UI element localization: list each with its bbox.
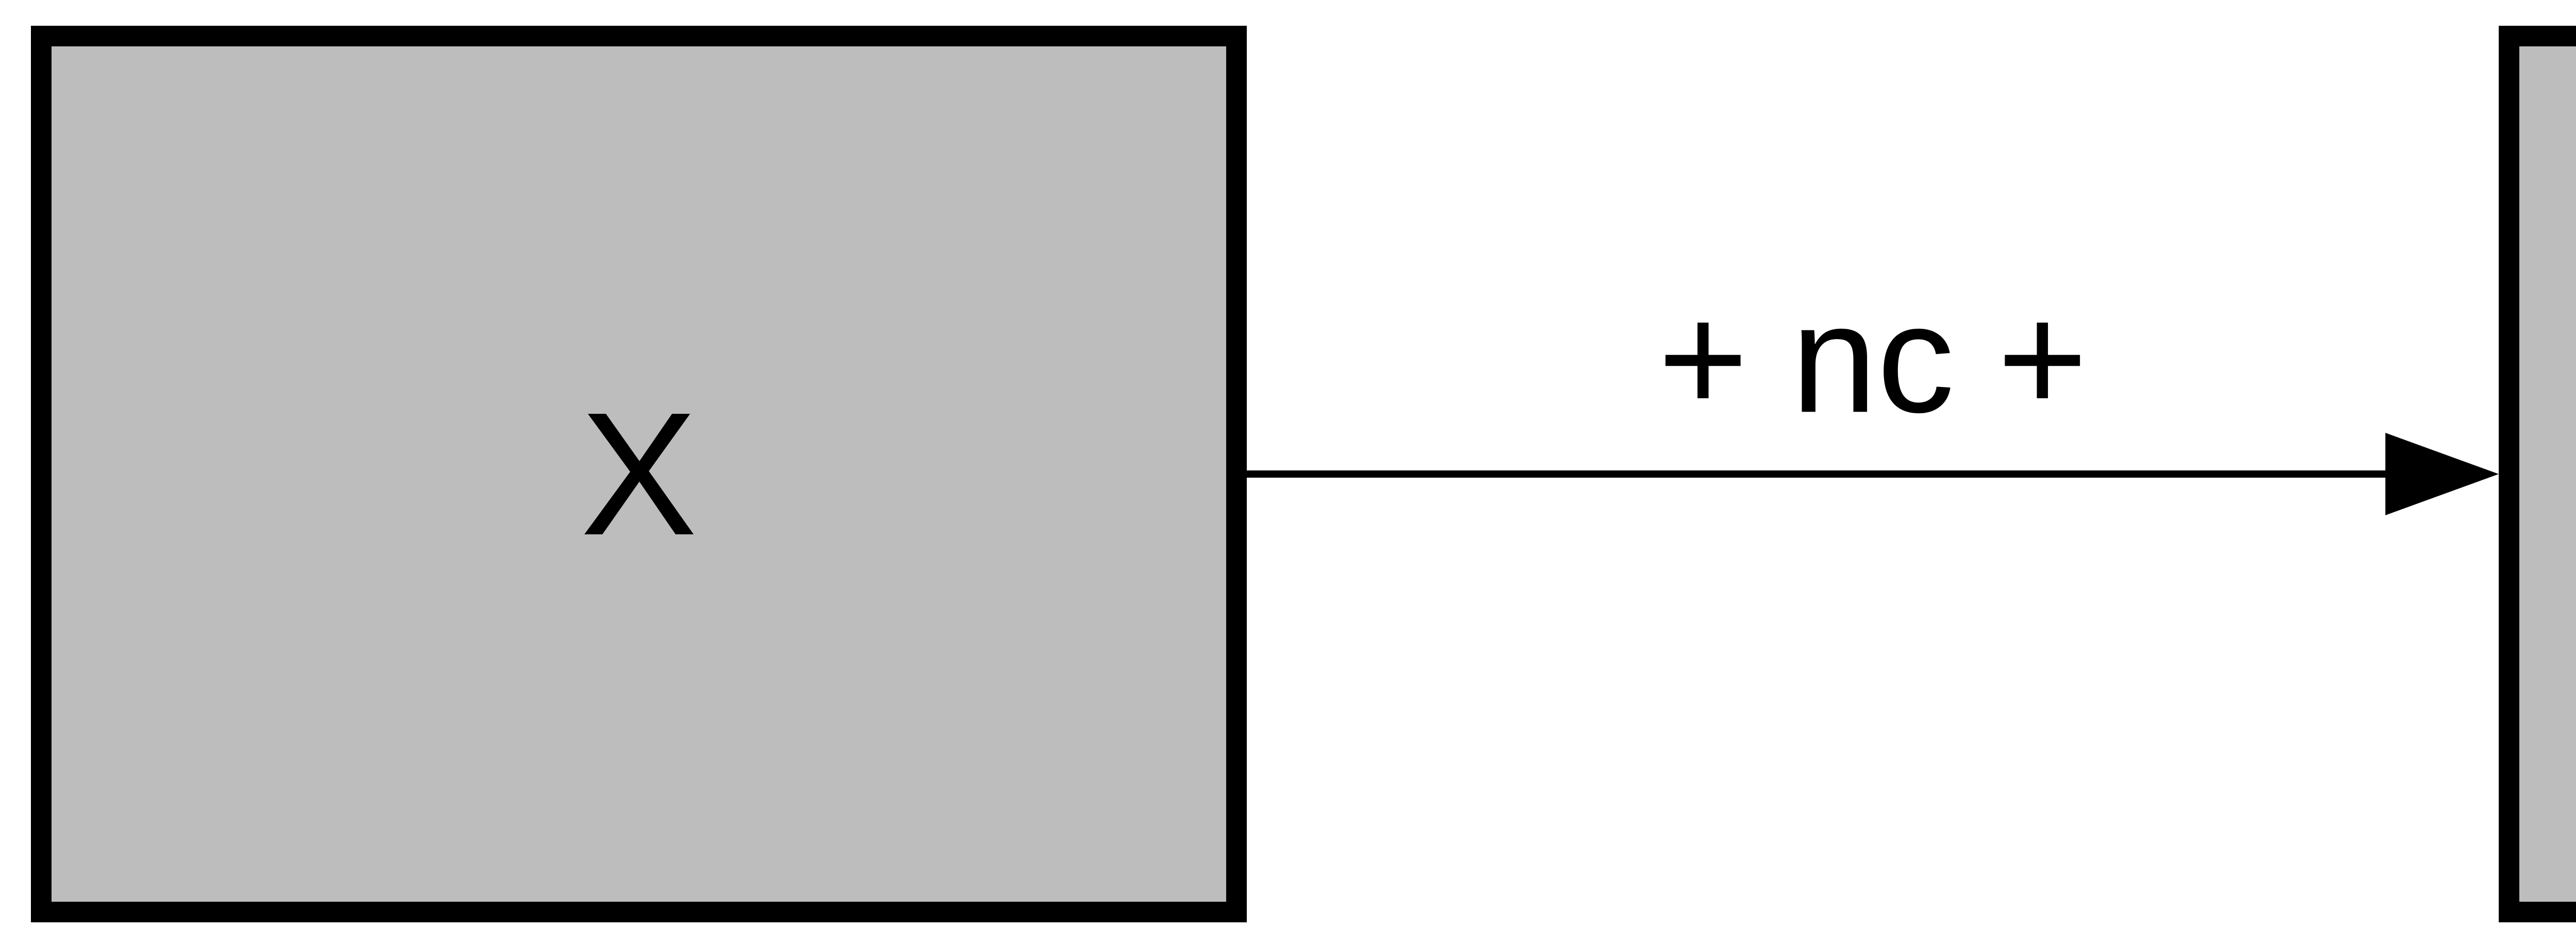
node-y: Y xyxy=(2499,26,2576,922)
diagram-container: X Y + nc + xyxy=(0,0,2576,945)
node-x-label: X xyxy=(581,374,698,575)
node-x: X xyxy=(31,26,1247,922)
edge-label: + nc + xyxy=(1658,272,2088,445)
edge-x-to-y: + nc + xyxy=(1247,272,2499,515)
arrowhead-icon xyxy=(2385,433,2499,515)
